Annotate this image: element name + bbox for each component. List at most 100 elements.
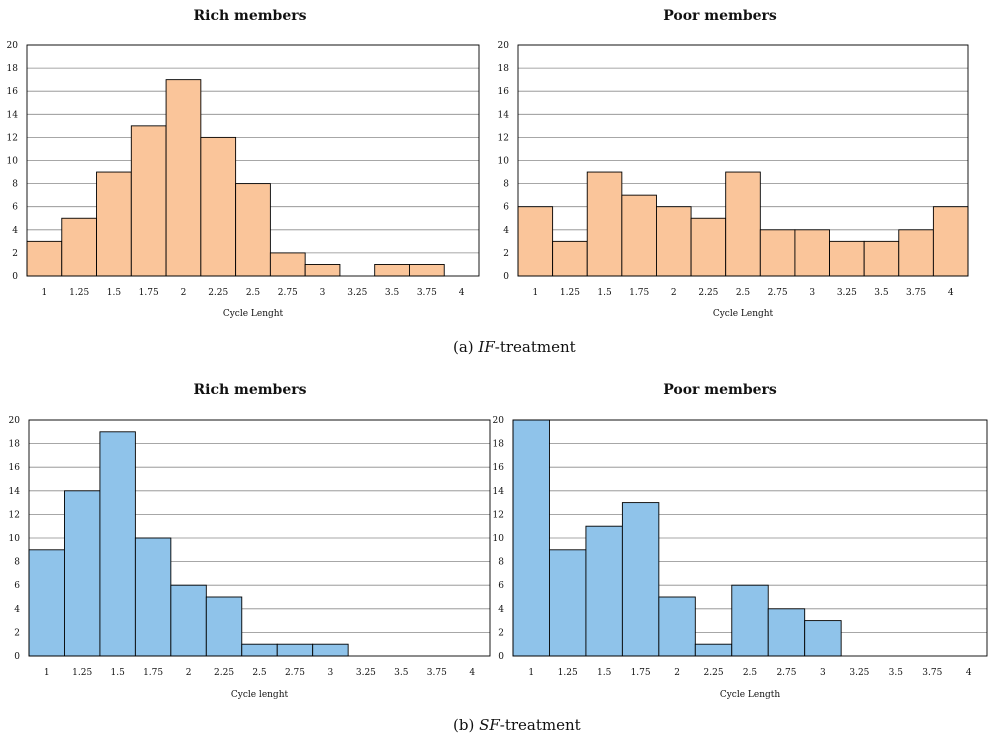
bar-0-7 <box>269 252 306 277</box>
y-tick-label-0: 4 <box>12 226 18 236</box>
x-tick-label-1: 3 <box>809 288 815 298</box>
y-tick-label-3: 16 <box>493 463 505 473</box>
y-tick-label-1: 6 <box>503 203 509 213</box>
y-tick-label-0: 10 <box>7 157 19 167</box>
caption-b-suffix: -treatment <box>499 716 581 734</box>
bar-3-6 <box>731 584 769 657</box>
y-tick-label-1: 4 <box>503 226 509 236</box>
x-tick-label-2: 2 <box>186 668 192 678</box>
x-tick-label-3: 3.75 <box>922 668 942 678</box>
bar-0-11 <box>409 264 445 277</box>
x-tick-label-2: 1.25 <box>72 668 92 678</box>
bar-2-7 <box>276 643 314 657</box>
x-tick-label-2: 1.5 <box>110 668 125 678</box>
y-tick-label-3: 18 <box>493 440 505 450</box>
bar-1-11 <box>898 229 934 277</box>
bar-3-3 <box>621 502 660 657</box>
x-tick-label-1: 3.75 <box>906 288 926 298</box>
chart-title-2: Rich members <box>193 382 306 398</box>
bar-0-3 <box>130 125 167 277</box>
x-tick-label-0: 2.25 <box>208 288 228 298</box>
caption-b-italic: SF <box>479 716 500 734</box>
y-tick-label-0: 2 <box>12 249 18 259</box>
x-tick-label-2: 2.75 <box>285 668 305 678</box>
y-tick-label-1: 2 <box>503 249 509 259</box>
y-tick-label-2: 18 <box>9 440 21 450</box>
chart-title-3: Poor members <box>663 382 777 398</box>
bar-0-10 <box>374 264 410 277</box>
y-tick-label-2: 6 <box>14 581 20 591</box>
x-tick-label-3: 1.75 <box>631 668 651 678</box>
x-tick-label-0: 1.25 <box>69 288 89 298</box>
x-tick-label-0: 3 <box>320 288 326 298</box>
x-tick-label-3: 3.5 <box>889 668 904 678</box>
bar-0-4 <box>165 79 202 277</box>
caption-a: (a) IF-treatment <box>453 338 576 356</box>
y-tick-label-0: 18 <box>7 64 19 74</box>
x-tick-label-3: 4 <box>966 668 972 678</box>
y-tick-label-1: 20 <box>498 41 510 51</box>
bar-3-1 <box>549 549 587 657</box>
y-tick-label-0: 8 <box>12 180 18 190</box>
x-tick-label-2: 3.25 <box>356 668 376 678</box>
plot-frame-0 <box>26 44 480 277</box>
bar-2-1 <box>64 490 101 657</box>
x-tick-label-0: 4 <box>459 288 465 298</box>
bar-0-2 <box>96 171 132 277</box>
bar-0-8 <box>304 264 341 277</box>
y-tick-label-2: 16 <box>9 463 21 473</box>
x-tick-label-2: 1.75 <box>143 668 163 678</box>
plot-frame-3 <box>512 419 988 657</box>
bar-0-0 <box>26 240 63 277</box>
y-tick-label-0: 14 <box>7 110 19 120</box>
x-tick-label-3: 2.5 <box>743 668 758 678</box>
bar-1-12 <box>932 206 969 277</box>
y-tick-label-3: 10 <box>493 534 505 544</box>
x-tick-label-0: 3.5 <box>385 288 400 298</box>
y-tick-label-2: 14 <box>9 487 21 497</box>
x-axis-label-2: Cycle lenght <box>231 690 289 700</box>
bar-1-6 <box>725 171 761 277</box>
bar-2-0 <box>28 549 65 657</box>
caption-a-suffix: -treatment <box>494 338 576 356</box>
x-tick-label-3: 1 <box>528 668 534 678</box>
bar-2-6 <box>241 643 278 657</box>
y-tick-label-3: 4 <box>498 605 504 615</box>
plot-frame-2 <box>28 419 491 657</box>
y-tick-label-3: 20 <box>493 416 505 426</box>
bar-0-1 <box>61 217 97 277</box>
x-tick-label-2: 3.75 <box>427 668 447 678</box>
x-tick-label-1: 2.25 <box>698 288 718 298</box>
y-tick-label-2: 4 <box>14 605 20 615</box>
chart-title-0: Rich members <box>193 8 306 24</box>
bar-2-5 <box>205 596 243 657</box>
bar-2-2 <box>99 431 136 657</box>
x-tick-label-3: 2.25 <box>704 668 724 678</box>
x-tick-label-0: 2.75 <box>278 288 298 298</box>
x-tick-label-2: 2.25 <box>214 668 234 678</box>
x-axis-label-3: Cycle Length <box>720 690 781 700</box>
bar-1-5 <box>690 217 727 277</box>
x-tick-label-2: 2.5 <box>252 668 267 678</box>
x-tick-label-1: 2.5 <box>736 288 751 298</box>
x-tick-label-2: 4 <box>469 668 475 678</box>
bar-0-5 <box>200 136 237 277</box>
y-tick-label-3: 8 <box>498 558 504 568</box>
y-tick-label-0: 6 <box>12 203 18 213</box>
y-tick-label-2: 2 <box>14 628 20 638</box>
y-tick-label-2: 8 <box>14 558 20 568</box>
y-tick-label-2: 20 <box>9 416 21 426</box>
caption-b: (b) SF-treatment <box>453 716 581 734</box>
x-tick-label-1: 1.75 <box>629 288 649 298</box>
x-tick-label-3: 3.25 <box>849 668 869 678</box>
caption-a-prefix: (a) <box>453 338 479 356</box>
bar-1-9 <box>829 240 865 277</box>
x-tick-label-2: 3 <box>328 668 334 678</box>
x-axis-label-0: Cycle Lenght <box>223 309 284 319</box>
x-tick-label-1: 3.5 <box>874 288 889 298</box>
caption-a-italic: IF <box>478 338 495 356</box>
x-tick-label-3: 2.75 <box>776 668 796 678</box>
bar-3-4 <box>658 596 696 657</box>
bar-2-3 <box>134 537 172 657</box>
x-tick-label-1: 3.25 <box>837 288 857 298</box>
